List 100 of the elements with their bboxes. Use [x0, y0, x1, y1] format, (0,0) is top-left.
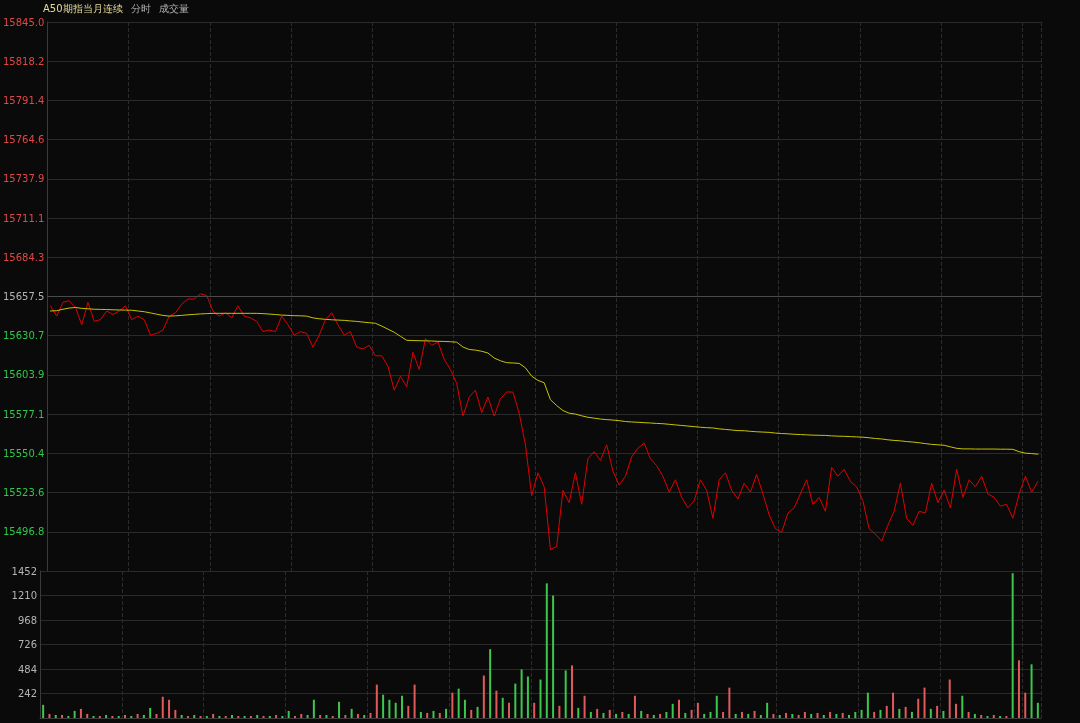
bar	[268, 715, 271, 718]
bar	[1024, 692, 1027, 718]
bar	[350, 708, 353, 718]
y-tick-label: 1452	[11, 565, 37, 577]
bar	[231, 714, 234, 718]
bar	[287, 710, 290, 718]
bar	[539, 679, 542, 718]
bar	[476, 706, 479, 718]
bar	[709, 711, 712, 718]
bar	[338, 701, 341, 718]
y-tick-label: 726	[17, 639, 37, 650]
bar	[577, 707, 580, 718]
y-tick-label: 15845.0	[2, 16, 45, 28]
bar	[980, 714, 983, 718]
bar	[936, 705, 939, 718]
bar	[199, 715, 202, 718]
bar	[1030, 664, 1033, 718]
bar	[1036, 702, 1039, 718]
bar	[432, 710, 435, 718]
bar	[545, 583, 548, 718]
bar	[382, 694, 385, 718]
bar	[678, 699, 680, 718]
bar	[105, 714, 108, 718]
bar	[520, 669, 523, 718]
bar	[514, 683, 517, 718]
bar	[866, 692, 869, 718]
bar	[369, 712, 372, 718]
y-tick-label: 15711.1	[2, 212, 45, 224]
bar	[300, 713, 303, 718]
bar	[917, 698, 920, 718]
y-tick-label: 15630.7	[2, 330, 45, 342]
bar	[426, 712, 429, 718]
bar	[570, 665, 573, 718]
y-tick-label: 1210	[11, 590, 37, 601]
bar	[684, 712, 687, 718]
bar	[772, 713, 775, 718]
bar	[759, 714, 762, 718]
bar	[237, 715, 240, 718]
bar	[61, 714, 64, 718]
bar	[992, 714, 995, 718]
bar	[696, 702, 699, 718]
bar	[413, 684, 416, 718]
bar	[136, 713, 139, 718]
chart-title: A50期指当月连续	[43, 3, 123, 14]
bar	[388, 699, 391, 718]
bar	[1005, 715, 1008, 718]
y-tick-label: 15496.8	[2, 526, 45, 538]
bar	[407, 705, 410, 718]
bar	[747, 713, 750, 718]
bar	[854, 711, 857, 718]
bar	[526, 676, 529, 718]
bar	[898, 708, 901, 718]
bar	[910, 711, 913, 718]
y-tick-label: 15657.5	[2, 291, 45, 302]
bar	[785, 712, 788, 718]
bar	[445, 708, 448, 718]
bar	[646, 713, 649, 718]
bar	[955, 703, 958, 718]
bar	[262, 715, 265, 718]
bar	[111, 715, 114, 718]
bar	[873, 711, 876, 718]
bar	[986, 715, 989, 718]
bar	[1011, 573, 1014, 718]
bar	[470, 709, 473, 718]
bar	[942, 710, 945, 718]
bar	[394, 702, 397, 718]
bar	[451, 692, 454, 718]
bar	[835, 713, 838, 718]
chart-subtitle: 分时	[130, 3, 151, 14]
bar	[224, 715, 227, 718]
y-tick-label: 15603.9	[2, 369, 45, 381]
bar	[816, 712, 819, 718]
bar	[1017, 660, 1020, 718]
y-tick-label: 15818.2	[2, 55, 45, 67]
line-series	[49, 293, 1039, 551]
y-tick-label: 15791.4	[2, 94, 45, 106]
bar	[275, 714, 278, 718]
bar	[533, 702, 536, 718]
y-tick-label: 968	[17, 614, 37, 626]
bar	[54, 714, 57, 718]
bar	[589, 711, 592, 718]
bar	[73, 710, 76, 718]
bar	[552, 595, 555, 718]
bar	[596, 708, 599, 718]
bar	[142, 714, 145, 718]
bar	[885, 705, 888, 718]
bar	[212, 713, 215, 718]
bar	[293, 715, 296, 718]
bar	[841, 712, 844, 718]
bar	[640, 710, 643, 718]
bar	[501, 697, 504, 718]
y-tick-label: 15684.3	[2, 251, 45, 263]
bar	[495, 690, 498, 718]
text: 成交量	[158, 3, 189, 14]
bar	[123, 714, 126, 718]
bar	[306, 714, 309, 718]
bar	[703, 713, 706, 718]
bar	[117, 715, 120, 718]
bar	[180, 714, 183, 718]
bar	[174, 709, 177, 718]
